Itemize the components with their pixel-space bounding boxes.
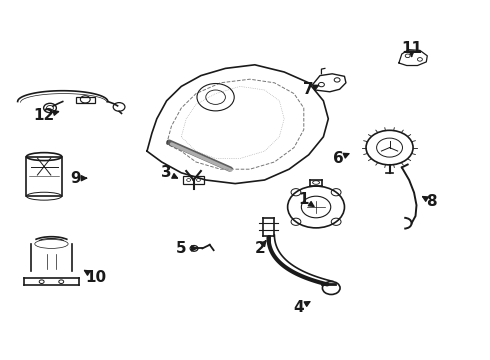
Bar	[26, 157, 62, 196]
Text: 8: 8	[426, 194, 437, 209]
Text: 12: 12	[33, 108, 55, 123]
Text: 11: 11	[401, 41, 422, 56]
Text: 1: 1	[298, 192, 309, 207]
Text: 6: 6	[333, 151, 343, 166]
Text: 9: 9	[71, 171, 81, 186]
Bar	[76, 97, 95, 103]
Text: 7: 7	[303, 82, 314, 98]
Text: 3: 3	[161, 165, 172, 180]
Text: 4: 4	[294, 300, 304, 315]
Text: 10: 10	[85, 270, 106, 285]
Text: 5: 5	[176, 241, 187, 256]
Text: 2: 2	[254, 241, 265, 256]
Bar	[183, 176, 204, 184]
